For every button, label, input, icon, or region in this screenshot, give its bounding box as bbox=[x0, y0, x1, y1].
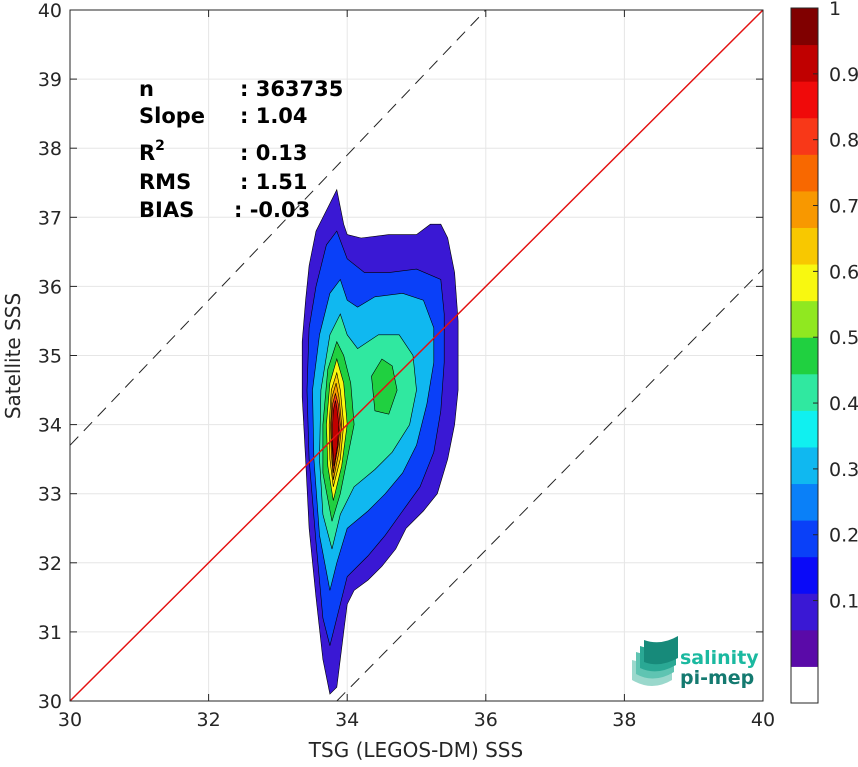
colorbar-swatch bbox=[791, 117, 818, 155]
logo-text-salinity: salinity bbox=[680, 647, 759, 669]
colorbar-swatch bbox=[791, 154, 818, 192]
salinity-pimep-logo: salinity pi-mep bbox=[632, 636, 759, 689]
y-tick-label: 40 bbox=[38, 0, 62, 22]
stat-r2-label: R2 bbox=[139, 138, 165, 165]
colorbar-swatch bbox=[791, 264, 818, 302]
colorbar-tick-label: 0.9 bbox=[829, 64, 858, 86]
regression-line bbox=[69, 9, 764, 702]
contour-level-5 bbox=[371, 358, 398, 415]
colorbar-swatch bbox=[791, 227, 818, 265]
y-tick-label: 35 bbox=[38, 346, 62, 368]
colorbar-swatch bbox=[791, 520, 818, 558]
y-axis-label: Satellite SSS bbox=[1, 293, 25, 419]
colorbar-tick-label: 0.7 bbox=[829, 196, 858, 218]
y-tick-label: 30 bbox=[38, 691, 62, 713]
x-tick-label: 32 bbox=[197, 709, 221, 731]
stat-rms-label: RMS bbox=[139, 170, 191, 194]
colorbar-tick-label: 0.6 bbox=[829, 261, 858, 283]
colorbar bbox=[790, 7, 819, 704]
colorbar-frame bbox=[790, 7, 819, 704]
stat-r2-letter: R bbox=[139, 141, 155, 165]
stat-n-label: n bbox=[139, 77, 154, 101]
colorbar-swatch bbox=[791, 81, 818, 119]
y-axis-ticks: 30 31 32 33 34 35 36 37 38 39 40 bbox=[38, 0, 763, 713]
colorbar-swatch bbox=[791, 629, 818, 667]
y-tick-label: 32 bbox=[38, 553, 62, 575]
stat-slope-label: Slope bbox=[139, 104, 205, 128]
colorbar-tick-label: 0.8 bbox=[829, 130, 858, 152]
colorbar-tick-label: 0.2 bbox=[829, 525, 858, 547]
colorbar-swatch bbox=[791, 44, 818, 82]
stat-rms-value: : 1.51 bbox=[240, 170, 308, 194]
colorbar-swatch bbox=[791, 593, 818, 631]
x-tick-label: 30 bbox=[58, 709, 82, 731]
y-tick-label: 37 bbox=[38, 207, 62, 229]
x-tick-label: 36 bbox=[474, 709, 498, 731]
stat-r2-value: : 0.13 bbox=[240, 141, 308, 165]
offset-line bbox=[336, 268, 764, 702]
x-tick-label: 38 bbox=[612, 709, 636, 731]
colorbar-tick-label: 0.1 bbox=[829, 591, 858, 613]
stat-slope-value: : 1.04 bbox=[240, 104, 308, 128]
colorbar-swatch bbox=[791, 483, 818, 521]
colorbar-tick-label: 0.3 bbox=[829, 459, 858, 481]
x-tick-label: 34 bbox=[335, 709, 359, 731]
stat-n-value: : 363735 bbox=[240, 77, 343, 101]
colorbar-swatch bbox=[791, 410, 818, 448]
colorbar-swatch bbox=[791, 8, 818, 46]
colorbar-swatch bbox=[791, 666, 818, 704]
colorbar-tick-label: 1 bbox=[829, 0, 841, 20]
stat-bias-value: : -0.03 bbox=[234, 198, 310, 222]
y-tick-label: 31 bbox=[38, 622, 62, 644]
x-axis-ticks: 30 32 34 36 38 40 bbox=[58, 10, 775, 731]
contour-fill bbox=[301, 188, 459, 695]
colorbar-swatch bbox=[791, 446, 818, 485]
colorbar-swatch bbox=[791, 337, 818, 375]
colorbar-tick-label: 0.4 bbox=[829, 393, 858, 415]
reference-lines bbox=[69, 9, 764, 702]
stats-box: n : 363735 Slope : 1.04 R2 : 0.13 RMS : … bbox=[139, 77, 343, 222]
x-axis-label: TSG (LEGOS-DM) SSS bbox=[308, 738, 523, 762]
y-tick-label: 34 bbox=[38, 415, 62, 437]
y-tick-label: 36 bbox=[38, 276, 62, 298]
y-tick-label: 33 bbox=[38, 484, 62, 506]
colorbar-tick-label: 0.5 bbox=[829, 327, 858, 349]
colorbar-swatch bbox=[791, 373, 818, 411]
colorbar-ticks: 0.1 0.2 0.3 0.4 0.5 0.6 0.7 0.8 0.9 1 bbox=[813, 0, 858, 613]
offset-line bbox=[69, 9, 487, 446]
stat-bias-label: BIAS bbox=[139, 198, 194, 222]
logo-wave-icon bbox=[632, 636, 678, 686]
colorbar-swatch bbox=[791, 556, 818, 594]
colorbar-swatch bbox=[791, 190, 818, 228]
stat-r2-superscript: 2 bbox=[155, 138, 165, 154]
y-tick-label: 39 bbox=[38, 69, 62, 91]
y-tick-label: 38 bbox=[38, 138, 62, 160]
colorbar-swatch bbox=[791, 300, 818, 338]
logo-text-pimep: pi-mep bbox=[680, 667, 754, 689]
x-tick-label: 40 bbox=[751, 709, 775, 731]
